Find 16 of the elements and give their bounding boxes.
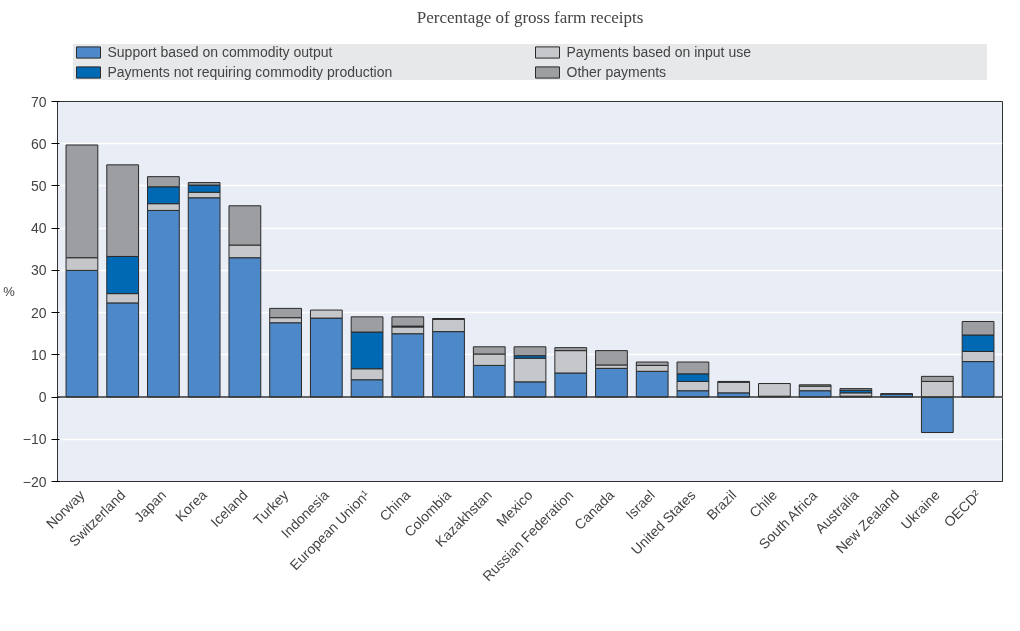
y-tick-label: 40 bbox=[30, 220, 47, 237]
y-tick-label: 30 bbox=[30, 262, 47, 279]
y-tick-label: 70 bbox=[30, 93, 47, 110]
y-axis-title: % bbox=[3, 284, 16, 299]
y-tick-label: −20 bbox=[22, 473, 47, 490]
y-tick-label: −10 bbox=[22, 431, 47, 448]
legend-label: Payments based on input use bbox=[566, 44, 752, 60]
chart-title: Percentage of gross farm receipts bbox=[416, 7, 644, 27]
y-tick-label: 0 bbox=[38, 389, 47, 406]
y-tick-label: 50 bbox=[30, 177, 47, 194]
y-tick-label: 60 bbox=[30, 135, 47, 152]
legend-label: Support based on commodity output bbox=[107, 44, 334, 60]
y-tick-label: 20 bbox=[30, 304, 47, 321]
legend-label: Other payments bbox=[566, 64, 668, 80]
y-tick-label: 10 bbox=[30, 346, 47, 363]
legend-label: Payments not requiring commodity production bbox=[107, 64, 394, 80]
